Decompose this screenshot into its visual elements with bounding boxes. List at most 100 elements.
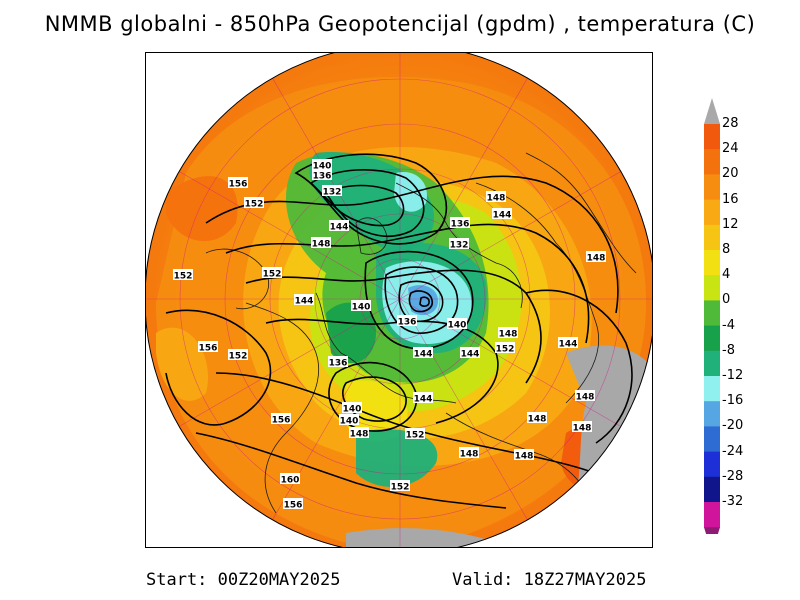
start-time: Start: 00Z20MAY2025 xyxy=(146,570,341,590)
colorbar-tick-label: -24 xyxy=(722,443,744,459)
colorbar-tick-label: 16 xyxy=(722,191,739,207)
temperature-field xyxy=(156,77,652,547)
contour-label-box xyxy=(413,347,433,358)
contour-label-box xyxy=(586,251,606,262)
colorbar-tick-label: 12 xyxy=(722,216,739,232)
contour-label: 148 xyxy=(528,415,547,425)
colorbar-swatch xyxy=(704,401,720,427)
colorbar-swatch xyxy=(704,300,720,327)
contour-label-box xyxy=(459,447,479,458)
colorbar-swatch xyxy=(704,149,720,175)
colorbar-bottom-arrow xyxy=(704,527,720,534)
colorbar-tick-label: 8 xyxy=(722,242,731,257)
contour-label-box xyxy=(447,318,467,329)
contour-label: 144 xyxy=(461,350,480,360)
contour-label: 152 xyxy=(229,352,248,362)
contour-label-box xyxy=(294,294,314,305)
geopotential-contour xyxy=(408,290,434,313)
contour-label-box xyxy=(283,498,303,509)
contour-label-box xyxy=(498,327,518,338)
temperature-region xyxy=(346,380,408,442)
colorbar-tick-label: -12 xyxy=(722,368,744,383)
contour-label-box xyxy=(390,480,410,491)
colorbar-swatch xyxy=(704,426,720,453)
contour-label: 144 xyxy=(414,395,433,405)
contour-label-box xyxy=(328,356,348,367)
coastline xyxy=(475,182,600,404)
colorbar-swatch xyxy=(704,250,720,276)
contour-label-box xyxy=(198,341,218,352)
polar-map: 1401361321441481561521481441361321481521… xyxy=(146,53,652,547)
geopotential-contour xyxy=(328,361,418,432)
colorbar-swatch xyxy=(704,124,720,150)
colorbar-tick-label: -32 xyxy=(722,494,744,509)
colorbar-tick-label: 20 xyxy=(722,166,739,182)
contour-label-box xyxy=(349,427,369,438)
contour-labels: 1401361321441481561521481441361321481521… xyxy=(173,159,606,511)
map-disk: 1401361321441481561521481441361321481521… xyxy=(146,53,652,547)
contour-label: 140 xyxy=(448,321,467,331)
chart-title: NMMB globalni - 850hPa Geopotencijal (gp… xyxy=(44,12,756,36)
contour-label: 132 xyxy=(323,188,342,198)
contour-label: 144 xyxy=(295,297,314,307)
contour-label: 148 xyxy=(573,424,592,434)
contour-label-box xyxy=(449,238,469,249)
colorbar-swatch xyxy=(704,174,720,201)
contour-label: 156 xyxy=(284,501,303,511)
colorbar-swatch xyxy=(704,376,720,402)
contour-label: 140 xyxy=(340,417,359,427)
contour-label-box xyxy=(527,412,547,423)
contour-label: 152 xyxy=(245,200,264,210)
contour-label: 144 xyxy=(330,223,349,233)
contour-label-box xyxy=(339,414,359,425)
contour-label: 156 xyxy=(199,344,218,354)
contour-label: 140 xyxy=(313,162,332,172)
colorbar-swatch xyxy=(704,502,720,528)
geopotential-contour xyxy=(195,432,507,509)
contour-label-box xyxy=(342,402,362,413)
contour-label-box xyxy=(262,267,282,278)
contour-label-box xyxy=(280,473,300,484)
contour-label-box xyxy=(271,413,291,424)
contour-label: 140 xyxy=(343,405,362,415)
colorbar-swatch xyxy=(704,224,720,251)
contour-label-box xyxy=(413,392,433,403)
contour-label-box xyxy=(558,337,578,348)
colorbar-tick-label: -8 xyxy=(722,342,735,358)
geopotential-contour xyxy=(525,289,633,444)
geopotential-contour xyxy=(294,153,448,245)
geopotential-contour xyxy=(419,296,430,307)
coastline xyxy=(525,152,637,274)
colorbar-top-arrow xyxy=(704,98,720,124)
contour-label-box xyxy=(514,449,534,460)
temperature-colorbar xyxy=(704,98,720,534)
contour-label: 148 xyxy=(515,452,534,462)
colorbar-tick-label: -16 xyxy=(722,393,744,409)
contour-label: 136 xyxy=(329,359,348,369)
contour-label: 156 xyxy=(229,180,248,190)
colorbar-swatch xyxy=(704,451,720,478)
coastline xyxy=(355,217,388,255)
contour-label: 148 xyxy=(487,194,506,204)
geopotential-contour xyxy=(165,309,272,426)
contour-label: 148 xyxy=(350,430,369,440)
colorbar-tick-label: -4 xyxy=(722,317,735,333)
geopotential-contours xyxy=(165,153,637,509)
colorbar-tick-label: 4 xyxy=(722,267,731,283)
contour-label: 152 xyxy=(391,483,410,493)
contour-label-box xyxy=(228,177,248,188)
geopotential-contour xyxy=(324,184,405,227)
contour-label: 156 xyxy=(272,416,291,426)
contour-label: 136 xyxy=(451,220,470,230)
contour-label: 148 xyxy=(576,393,595,403)
contour-label: 140 xyxy=(352,303,371,313)
map-panel: 140 136 132 144 148 156 152 148 144 136 132 148 152 1… xyxy=(145,52,653,548)
contour-label: 160 xyxy=(281,476,300,486)
contour-label-box xyxy=(173,269,193,280)
colorbar-swatch xyxy=(704,350,720,377)
contour-label-box xyxy=(492,208,512,219)
contour-label: 148 xyxy=(312,240,331,250)
colorbar-swatch xyxy=(704,275,720,301)
contour-label-box xyxy=(495,342,515,353)
contour-label: 136 xyxy=(398,318,417,328)
